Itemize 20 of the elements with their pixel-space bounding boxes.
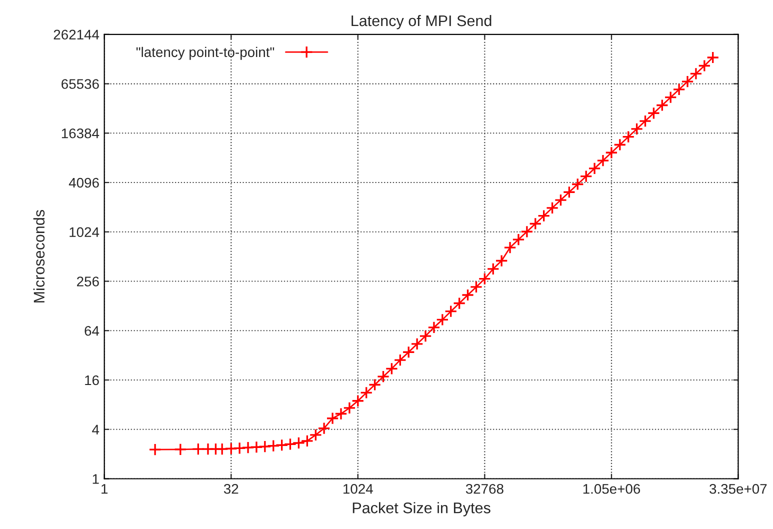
- x-tick-label: 3.35e+07: [710, 484, 767, 494]
- x-tick-label: 1024: [344, 484, 373, 494]
- x-tick-label: 32: [224, 484, 238, 494]
- y-tick-label: 256: [77, 276, 99, 286]
- y-tick-label: 262144: [54, 30, 100, 40]
- x-axis-title: Packet Size in Bytes: [352, 502, 490, 516]
- x-tick-label: 1: [102, 484, 108, 494]
- y-tick-label: 16: [85, 375, 99, 386]
- x-tick-label: 32768: [466, 484, 504, 494]
- y-axis-title: Microseconds: [33, 210, 45, 302]
- y-tick-label: 65536: [62, 79, 99, 89]
- x-tick-label: 1.05e+06: [583, 484, 640, 494]
- y-tick-label: 1: [92, 474, 99, 484]
- legend-label: "latency point-to-point": [136, 46, 274, 60]
- y-tick-label: 16384: [62, 128, 100, 138]
- y-tick-label: 64: [84, 326, 100, 336]
- y-tick-label: 1024: [70, 227, 100, 238]
- y-tick-label: 4: [92, 424, 100, 434]
- y-tick-label: 4096: [68, 178, 99, 188]
- chart-title: Latency of MPI Send: [352, 14, 492, 30]
